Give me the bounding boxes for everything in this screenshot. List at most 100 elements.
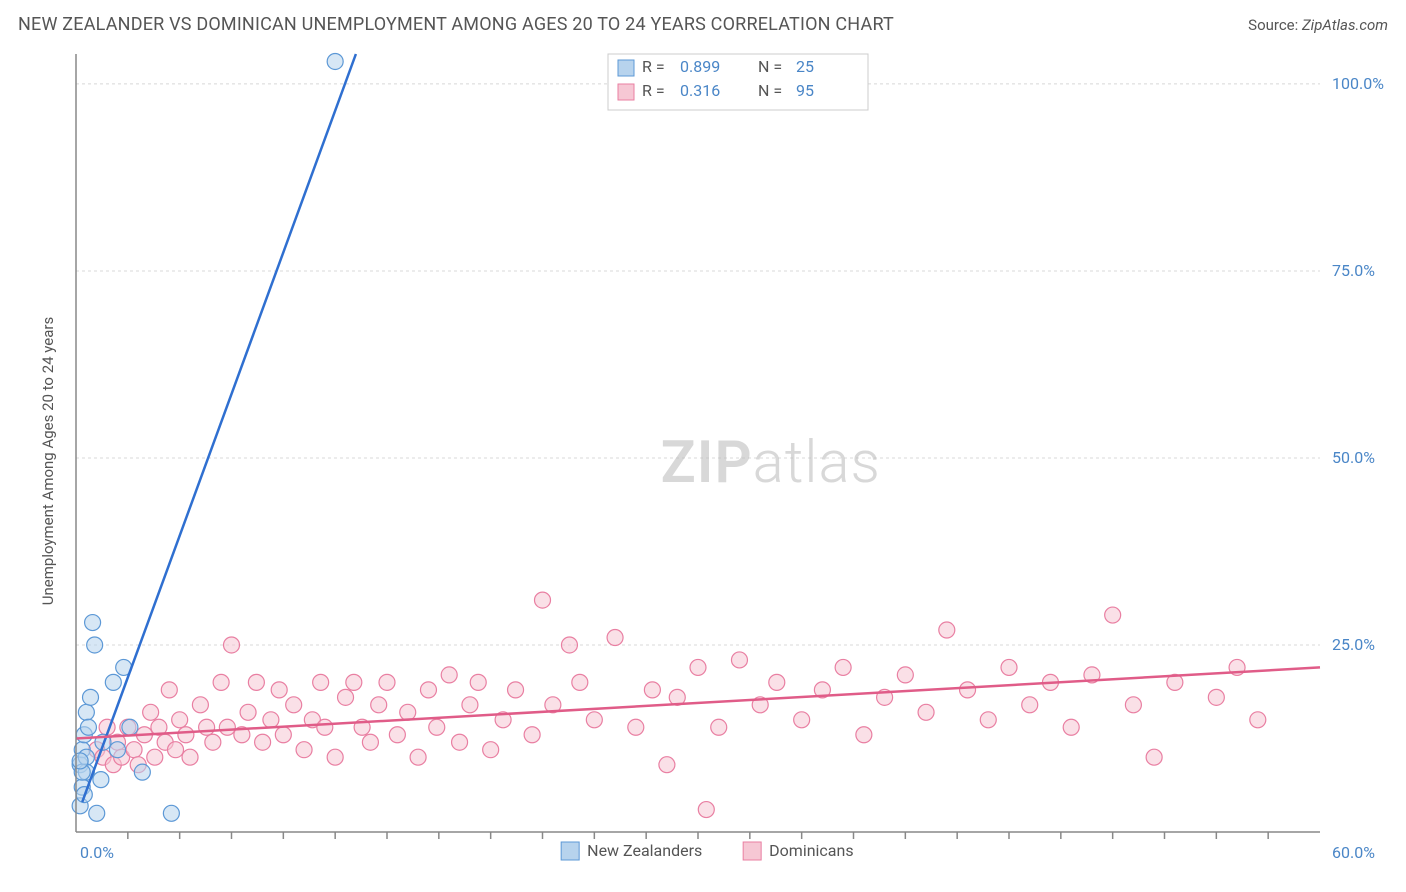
scatter-point (338, 689, 354, 705)
scatter-point (535, 592, 551, 608)
scatter-point (441, 667, 457, 683)
scatter-point (147, 749, 163, 765)
scatter-point (89, 805, 105, 821)
scatter-point (224, 637, 240, 653)
chart-header: NEW ZEALANDER VS DOMINICAN UNEMPLOYMENT … (18, 14, 1388, 35)
scatter-point (389, 727, 405, 743)
scatter-point (78, 704, 94, 720)
legend-n-value: 95 (796, 81, 814, 100)
legend-series-label: Dominicans (769, 841, 853, 860)
scatter-point (769, 674, 785, 690)
scatter-point (897, 667, 913, 683)
scatter-point (213, 674, 229, 690)
scatter-point (1146, 749, 1162, 765)
scatter-point (161, 682, 177, 698)
scatter-point (918, 704, 934, 720)
x-max-label: 60.0% (1332, 843, 1375, 862)
scatter-point (628, 719, 644, 735)
scatter-point (711, 719, 727, 735)
scatter-point (452, 734, 468, 750)
scatter-point (794, 712, 810, 728)
scatter-point (105, 674, 121, 690)
scatter-point (1125, 697, 1141, 713)
y-tick-label: 75.0% (1332, 261, 1375, 280)
scatter-point (835, 659, 851, 675)
scatter-point (698, 802, 714, 818)
chart-title: NEW ZEALANDER VS DOMINICAN UNEMPLOYMENT … (18, 14, 894, 35)
scatter-point (72, 753, 88, 769)
scatter-point (462, 697, 478, 713)
scatter-point (939, 622, 955, 638)
scatter-point (379, 674, 395, 690)
legend-n-label: N = (758, 81, 782, 100)
legend-swatch (618, 60, 634, 76)
scatter-point (429, 719, 445, 735)
scatter-point (420, 682, 436, 698)
scatter-point (607, 630, 623, 646)
scatter-point (410, 749, 426, 765)
y-tick-label: 100.0% (1332, 74, 1384, 93)
legend-swatch (618, 84, 634, 100)
scatter-point (1250, 712, 1266, 728)
scatter-point (313, 674, 329, 690)
scatter-point (248, 674, 264, 690)
scatter-point (80, 719, 96, 735)
legend-r-value: 0.316 (680, 81, 720, 100)
scatter-point (286, 697, 302, 713)
scatter-point (192, 697, 208, 713)
legend-r-value: 0.899 (680, 57, 720, 76)
scatter-point (275, 727, 291, 743)
scatter-point (143, 704, 159, 720)
scatter-point (470, 674, 486, 690)
scatter-point (644, 682, 660, 698)
scatter-point (255, 734, 271, 750)
scatter-point (85, 615, 101, 631)
scatter-point (178, 727, 194, 743)
scatter-point (122, 719, 138, 735)
chart-source: Source: ZipAtlas.com (1248, 16, 1388, 34)
plot-area: Unemployment Among Ages 20 to 24 years 2… (48, 48, 1400, 874)
scatter-point (731, 652, 747, 668)
scatter-point (1105, 607, 1121, 623)
scatter-point (960, 682, 976, 698)
scatter-point (572, 674, 588, 690)
scatter-point (524, 727, 540, 743)
scatter-point (362, 734, 378, 750)
scatter-point (199, 719, 215, 735)
source-value: ZipAtlas.com (1302, 16, 1388, 34)
scatter-point (219, 719, 235, 735)
scatter-point (163, 805, 179, 821)
scatter-point (205, 734, 221, 750)
scatter-point (346, 674, 362, 690)
scatter-point (240, 704, 256, 720)
legend-series: New ZealandersDominicans (561, 841, 853, 860)
scatter-plot: 25.0%50.0%75.0%100.0%ZIPatlas0.0%60.0%R … (68, 48, 1400, 874)
scatter-point (508, 682, 524, 698)
scatter-point (109, 742, 125, 758)
scatter-point (856, 727, 872, 743)
scatter-point (87, 637, 103, 653)
watermark: ZIPatlas (661, 429, 881, 497)
legend-swatch (561, 842, 579, 860)
chart-svg: 25.0%50.0%75.0%100.0%ZIPatlas0.0%60.0%R … (68, 48, 1400, 874)
legend-r-label: R = (642, 81, 665, 100)
scatter-point (1063, 719, 1079, 735)
scatter-point (1022, 697, 1038, 713)
scatter-point (134, 764, 150, 780)
scatter-point (1001, 659, 1017, 675)
scatter-point (182, 749, 198, 765)
scatter-point (400, 704, 416, 720)
scatter-point (317, 719, 333, 735)
scatter-point (296, 742, 312, 758)
y-tick-label: 25.0% (1332, 635, 1375, 654)
scatter-point (83, 689, 99, 705)
scatter-point (327, 749, 343, 765)
scatter-point (327, 53, 343, 69)
scatter-point (271, 682, 287, 698)
scatter-point (659, 757, 675, 773)
source-label: Source: (1248, 16, 1298, 34)
scatter-point (263, 712, 279, 728)
x-min-label: 0.0% (80, 843, 114, 862)
scatter-point (980, 712, 996, 728)
legend-n-label: N = (758, 57, 782, 76)
